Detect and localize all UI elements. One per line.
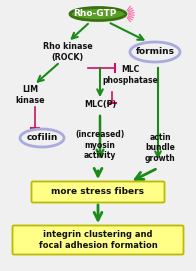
Text: actin
bundle
growth: actin bundle growth	[145, 133, 175, 163]
Text: formins: formins	[135, 47, 174, 56]
Text: Rho kinase
(ROCK): Rho kinase (ROCK)	[43, 42, 93, 62]
Text: integrin clustering and
focal adhesion formation: integrin clustering and focal adhesion f…	[39, 230, 157, 250]
Text: MLC
phosphatase: MLC phosphatase	[102, 65, 158, 85]
Text: MLC(P): MLC(P)	[84, 101, 116, 109]
Ellipse shape	[70, 8, 126, 21]
Text: LIM
kinase: LIM kinase	[15, 85, 45, 105]
Text: Rho-GTP: Rho-GTP	[73, 9, 117, 18]
FancyBboxPatch shape	[13, 225, 183, 254]
Text: cofilin: cofilin	[26, 134, 58, 143]
Text: more stress fibers: more stress fibers	[52, 188, 144, 196]
FancyBboxPatch shape	[32, 182, 164, 202]
Text: (increased)
myosin
activity: (increased) myosin activity	[75, 130, 125, 160]
